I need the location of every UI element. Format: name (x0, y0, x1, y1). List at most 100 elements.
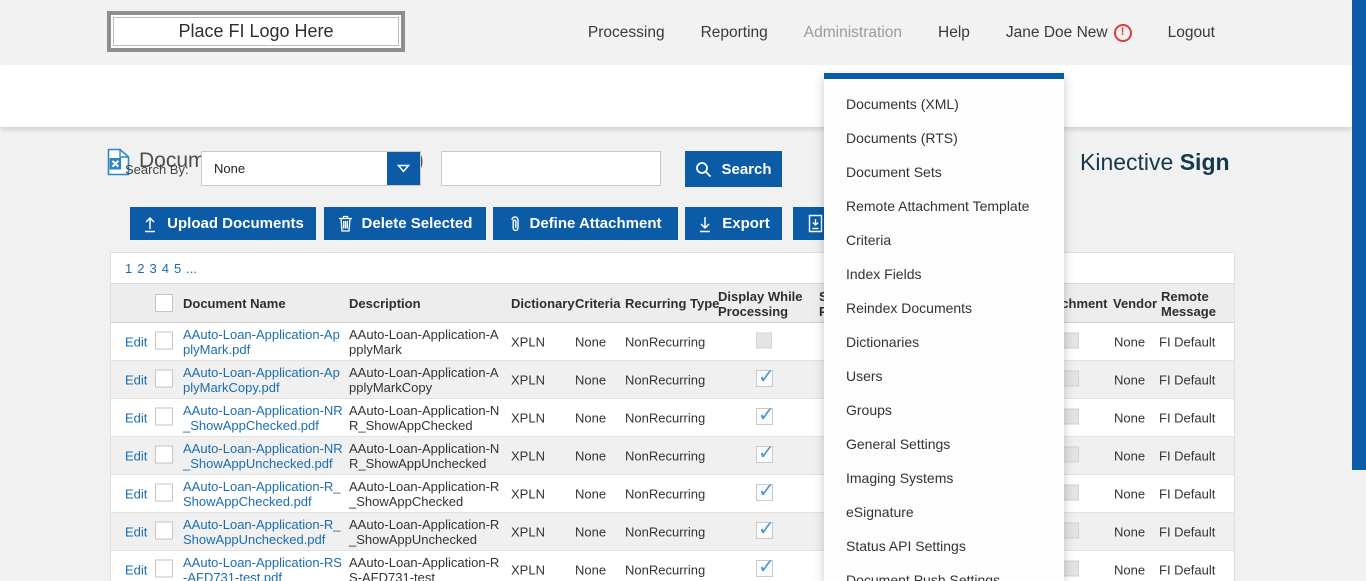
edit-link[interactable]: Edit (125, 562, 148, 577)
search-button[interactable]: Search (685, 151, 782, 187)
export-button[interactable]: Export (685, 207, 782, 240)
menu-item-groups[interactable]: Groups (846, 402, 892, 418)
menu-item-index-fields[interactable]: Index Fields (846, 266, 922, 282)
criteria-cell: None (575, 524, 607, 539)
display-while-processing-checkbox[interactable]: ✓ (756, 404, 775, 426)
page-link-1[interactable]: 1 (125, 261, 133, 276)
header-remote-message[interactable]: Remote Message (1161, 289, 1216, 319)
header-recurring-type[interactable]: Recurring Type (625, 296, 720, 311)
vendor-cell: None (1114, 410, 1146, 425)
pagination: 1 2 3 4 5... (125, 261, 197, 276)
menu-item-users[interactable]: Users (846, 368, 883, 384)
check-icon: ✓ (758, 479, 775, 502)
document-name-link[interactable]: AAuto-Loan-Application-ApplyMarkCopy.pdf (183, 364, 340, 395)
header-dictionary[interactable]: Dictionary (511, 296, 575, 311)
recurring-type-cell: NonRecurring (625, 448, 706, 463)
display-while-processing-checkbox[interactable]: ✓ (756, 480, 775, 502)
search-by-label: Search By: (125, 162, 189, 177)
criteria-cell: None (575, 334, 607, 349)
search-by-select[interactable]: None (201, 151, 421, 186)
edit-link[interactable]: Edit (125, 486, 148, 501)
top-bar: Place FI Logo Here Processing Reporting Ad… (0, 0, 1352, 65)
nav-item-reporting[interactable]: Reporting (700, 23, 768, 41)
nav-item-help[interactable]: Help (938, 23, 970, 41)
menu-item-general-settings[interactable]: General Settings (846, 436, 951, 452)
row-checkbox[interactable] (155, 445, 173, 463)
remote-message-cell: FI Default (1159, 334, 1216, 349)
document-name-link[interactable]: AAuto-Loan-Application-NR_ShowAppChecked… (183, 402, 343, 433)
document-name-link[interactable]: AAuto-Loan-Application-R_ShowAppUnchecke… (183, 516, 341, 547)
row-checkbox[interactable] (155, 521, 173, 539)
check-icon: ✓ (758, 441, 775, 464)
search-button-label: Search (721, 160, 772, 178)
search-input[interactable] (441, 151, 661, 186)
menu-item-reindex-documents[interactable]: Reindex Documents (846, 300, 973, 316)
row-checkbox[interactable] (155, 369, 173, 387)
attachment-checkbox-disabled (1063, 522, 1079, 538)
header-display-while-processing[interactable]: Display While Processing (718, 289, 803, 319)
check-icon: ✓ (758, 555, 775, 578)
menu-item-documents-xml-[interactable]: Documents (XML) (846, 96, 959, 112)
row-checkbox[interactable] (155, 407, 173, 425)
menu-item-criteria[interactable]: Criteria (846, 232, 892, 248)
header-document-name[interactable]: Document Name (183, 296, 286, 311)
document-name-link[interactable]: AAuto-Loan-Application-R_ShowAppChecked.… (183, 478, 341, 509)
remote-message-cell: FI Default (1159, 448, 1216, 463)
download-icon (697, 215, 713, 233)
define-attachment-button[interactable]: Define Attachment (493, 207, 678, 240)
header-criteria[interactable]: Criteria (575, 296, 621, 311)
description-cell: AAuto-Loan-Application-ApplyMark (349, 326, 499, 357)
menu-item-imaging-systems[interactable]: Imaging Systems (846, 470, 954, 486)
check-icon: ✓ (758, 365, 775, 388)
recurring-type-cell: NonRecurring (625, 524, 706, 539)
page-link-5[interactable]: 5 (173, 261, 182, 276)
select-all-checkbox[interactable] (155, 294, 173, 312)
delete-selected-label: Delete Selected (361, 215, 473, 232)
nav-item-administration[interactable]: Administration (803, 23, 903, 41)
edit-link[interactable]: Edit (125, 334, 148, 349)
menu-item-status-api-settings[interactable]: Status API Settings (846, 538, 966, 554)
scrollbar-thumb[interactable] (1352, 0, 1366, 470)
menu-item-documents-rts-[interactable]: Documents (RTS) (846, 130, 958, 146)
header-vendor[interactable]: Vendor (1113, 296, 1158, 311)
display-while-processing-checkbox[interactable]: ✓ (756, 518, 775, 540)
description-cell: AAuto-Loan-Application-R_ShowAppChecked (349, 478, 500, 509)
user-menu[interactable]: Jane Doe New ! (1006, 23, 1132, 42)
attachment-checkbox-disabled (1063, 446, 1079, 462)
logout-link[interactable]: Logout (1167, 23, 1215, 41)
display-while-processing-checkbox[interactable]: ✓ (756, 556, 775, 578)
menu-item-document-push-settings[interactable]: Document Push Settings (846, 572, 1001, 581)
edit-link[interactable]: Edit (125, 372, 148, 387)
display-while-processing-cell: ✓ (756, 556, 775, 580)
menu-item-dictionaries[interactable]: Dictionaries (846, 334, 920, 350)
upload-documents-button[interactable]: Upload Documents (130, 207, 316, 240)
upload-documents-label: Upload Documents (167, 215, 304, 232)
menu-item-esignature[interactable]: eSignature (846, 504, 914, 520)
page-link-4[interactable]: 4 (161, 261, 169, 276)
criteria-cell: None (575, 562, 607, 577)
document-name-link[interactable]: AAuto-Loan-Application-ApplyMark.pdf (183, 326, 340, 357)
display-while-processing-checkbox[interactable]: ✓ (756, 442, 775, 464)
header-partial: SP (819, 289, 828, 319)
remote-message-cell: FI Default (1159, 562, 1216, 577)
page-scrollbar[interactable] (1352, 0, 1366, 581)
page-link-3[interactable]: 3 (149, 261, 157, 276)
delete-selected-button[interactable]: Delete Selected (324, 207, 486, 240)
menu-item-remote-attachment-template[interactable]: Remote Attachment Template (846, 198, 1030, 214)
row-checkbox[interactable] (155, 483, 173, 501)
display-while-processing-cell (756, 332, 772, 351)
chevron-down-icon[interactable] (387, 152, 420, 185)
document-name-link[interactable]: AAuto-Loan-Application-NR_ShowAppUncheck… (183, 440, 343, 471)
row-checkbox[interactable] (155, 331, 173, 349)
page-link-...[interactable]: ... (186, 261, 198, 276)
page-link-2[interactable]: 2 (137, 261, 145, 276)
edit-link[interactable]: Edit (125, 524, 148, 539)
edit-link[interactable]: Edit (125, 410, 148, 425)
edit-link[interactable]: Edit (125, 448, 148, 463)
menu-item-document-sets[interactable]: Document Sets (846, 164, 942, 180)
header-description[interactable]: Description (349, 296, 421, 311)
row-checkbox[interactable] (155, 559, 173, 577)
document-name-link[interactable]: AAuto-Loan-Application-RS-AFD731-test.pd… (183, 554, 342, 581)
nav-item-processing[interactable]: Processing (587, 23, 665, 41)
display-while-processing-checkbox[interactable]: ✓ (756, 366, 775, 388)
